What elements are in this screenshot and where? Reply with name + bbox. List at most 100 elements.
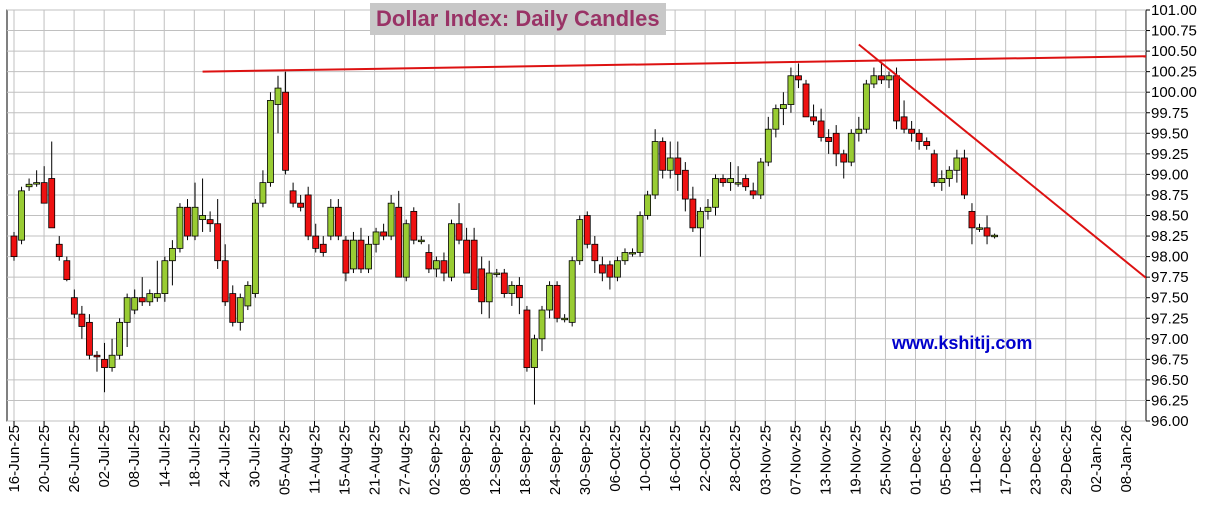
candle-up xyxy=(546,281,553,319)
candle-body xyxy=(485,272,493,303)
y-tick-label: 96.25 xyxy=(1151,392,1189,409)
candle-up xyxy=(976,223,983,232)
y-axis-labels: 96.00 96.25 96.50 96.75 97.00 97.25 97.50 97.75… xyxy=(1151,2,1197,430)
y-tick-label: 99.25 xyxy=(1151,146,1189,163)
candle-body xyxy=(304,194,312,237)
candle-up xyxy=(779,92,787,126)
candle-up xyxy=(870,67,878,89)
candle-body xyxy=(146,293,154,303)
candle-up xyxy=(350,231,357,274)
candle-down xyxy=(832,125,840,167)
x-tick-label: 26-Jun-25 xyxy=(66,425,83,493)
candle-body xyxy=(810,116,817,122)
candle-down xyxy=(70,289,78,319)
candle-body xyxy=(531,338,538,368)
candle-up xyxy=(116,318,124,360)
x-tick-label: 22-Oct-25 xyxy=(697,425,714,492)
candle-up xyxy=(636,211,644,257)
candle-up xyxy=(629,248,636,257)
x-axis-labels: 16-Jun-25 20-Jun-25 26-Jun-25 02-Jul-25 08-J… xyxy=(6,425,1135,495)
x-tick-label: 24-Sep-25 xyxy=(547,425,564,495)
candle-body xyxy=(244,284,252,307)
candle-up xyxy=(644,190,652,220)
candle-body xyxy=(764,128,772,163)
candle-up xyxy=(327,199,335,241)
candle-up xyxy=(123,293,131,348)
candle-up xyxy=(267,92,274,187)
candle-body xyxy=(712,178,719,208)
candle-body xyxy=(327,206,335,237)
candle-up xyxy=(727,162,734,191)
candle-body xyxy=(727,178,734,184)
candle-up xyxy=(365,236,372,274)
candle-down xyxy=(659,137,667,179)
candle-body xyxy=(176,206,184,249)
candle-down xyxy=(86,314,93,360)
candle-body xyxy=(199,215,206,221)
candle-down xyxy=(900,100,908,134)
x-tick-label: 10-Oct-25 xyxy=(637,425,654,492)
candle-down xyxy=(606,260,614,290)
candle-body xyxy=(493,272,501,275)
candle-up xyxy=(131,289,139,315)
candle-body xyxy=(561,317,569,321)
candle-body xyxy=(795,75,802,81)
candle-up xyxy=(244,281,252,311)
candle-down xyxy=(380,223,388,241)
candle-body xyxy=(206,219,214,225)
x-tick-label: 08-Jul-25 xyxy=(126,425,143,488)
x-tick-label: 02-Jan-26 xyxy=(1088,425,1105,493)
candle-up xyxy=(614,256,621,282)
x-tick-label: 07-Nov-25 xyxy=(787,425,804,495)
candle-up xyxy=(734,166,742,187)
candle-down xyxy=(101,342,108,393)
candle-down xyxy=(334,199,342,241)
candle-up xyxy=(146,289,154,306)
candle-body xyxy=(749,190,757,196)
candle-body xyxy=(772,108,780,130)
candle-down xyxy=(591,236,599,274)
candle-up xyxy=(191,182,199,241)
candle-down xyxy=(810,104,817,126)
candle-body xyxy=(78,313,86,327)
candle-up xyxy=(485,260,493,319)
x-tick-label: 24-Jul-25 xyxy=(216,425,233,488)
candle-body xyxy=(372,231,380,245)
candle-body xyxy=(433,260,440,270)
candle-body xyxy=(734,182,742,185)
candle-down xyxy=(915,129,923,150)
candle-down xyxy=(425,244,433,274)
candle-body xyxy=(123,297,131,323)
candle-down xyxy=(410,207,418,245)
candle-body xyxy=(629,252,636,255)
candle-body xyxy=(214,223,222,262)
candle-up xyxy=(402,219,410,282)
candle-body xyxy=(689,198,697,229)
candle-body xyxy=(86,321,93,356)
candle-down xyxy=(689,186,697,232)
candle-body xyxy=(983,227,991,237)
candle-down xyxy=(674,141,682,191)
candle-body xyxy=(553,284,561,319)
candle-down xyxy=(40,166,48,204)
candle-body xyxy=(221,260,229,303)
candle-down xyxy=(878,63,885,84)
candle-up xyxy=(274,75,282,134)
candle-body xyxy=(10,235,18,258)
y-tick-label: 99.00 xyxy=(1151,166,1189,183)
x-tick-label: 12-Sep-25 xyxy=(487,425,504,495)
candle-up xyxy=(568,256,576,327)
x-tick-label: 19-Nov-25 xyxy=(847,425,864,495)
candle-down xyxy=(289,182,297,208)
candle-up xyxy=(945,166,953,187)
candle-up xyxy=(531,334,538,405)
candle-body xyxy=(546,284,553,311)
y-tick-label: 101.00 xyxy=(1151,2,1197,19)
candle-body xyxy=(410,210,418,241)
candle-body xyxy=(840,153,848,163)
candle-up xyxy=(621,248,629,265)
candle-down xyxy=(470,227,478,290)
trendlines xyxy=(202,43,1146,280)
x-tick-label: 05-Aug-25 xyxy=(276,425,293,495)
